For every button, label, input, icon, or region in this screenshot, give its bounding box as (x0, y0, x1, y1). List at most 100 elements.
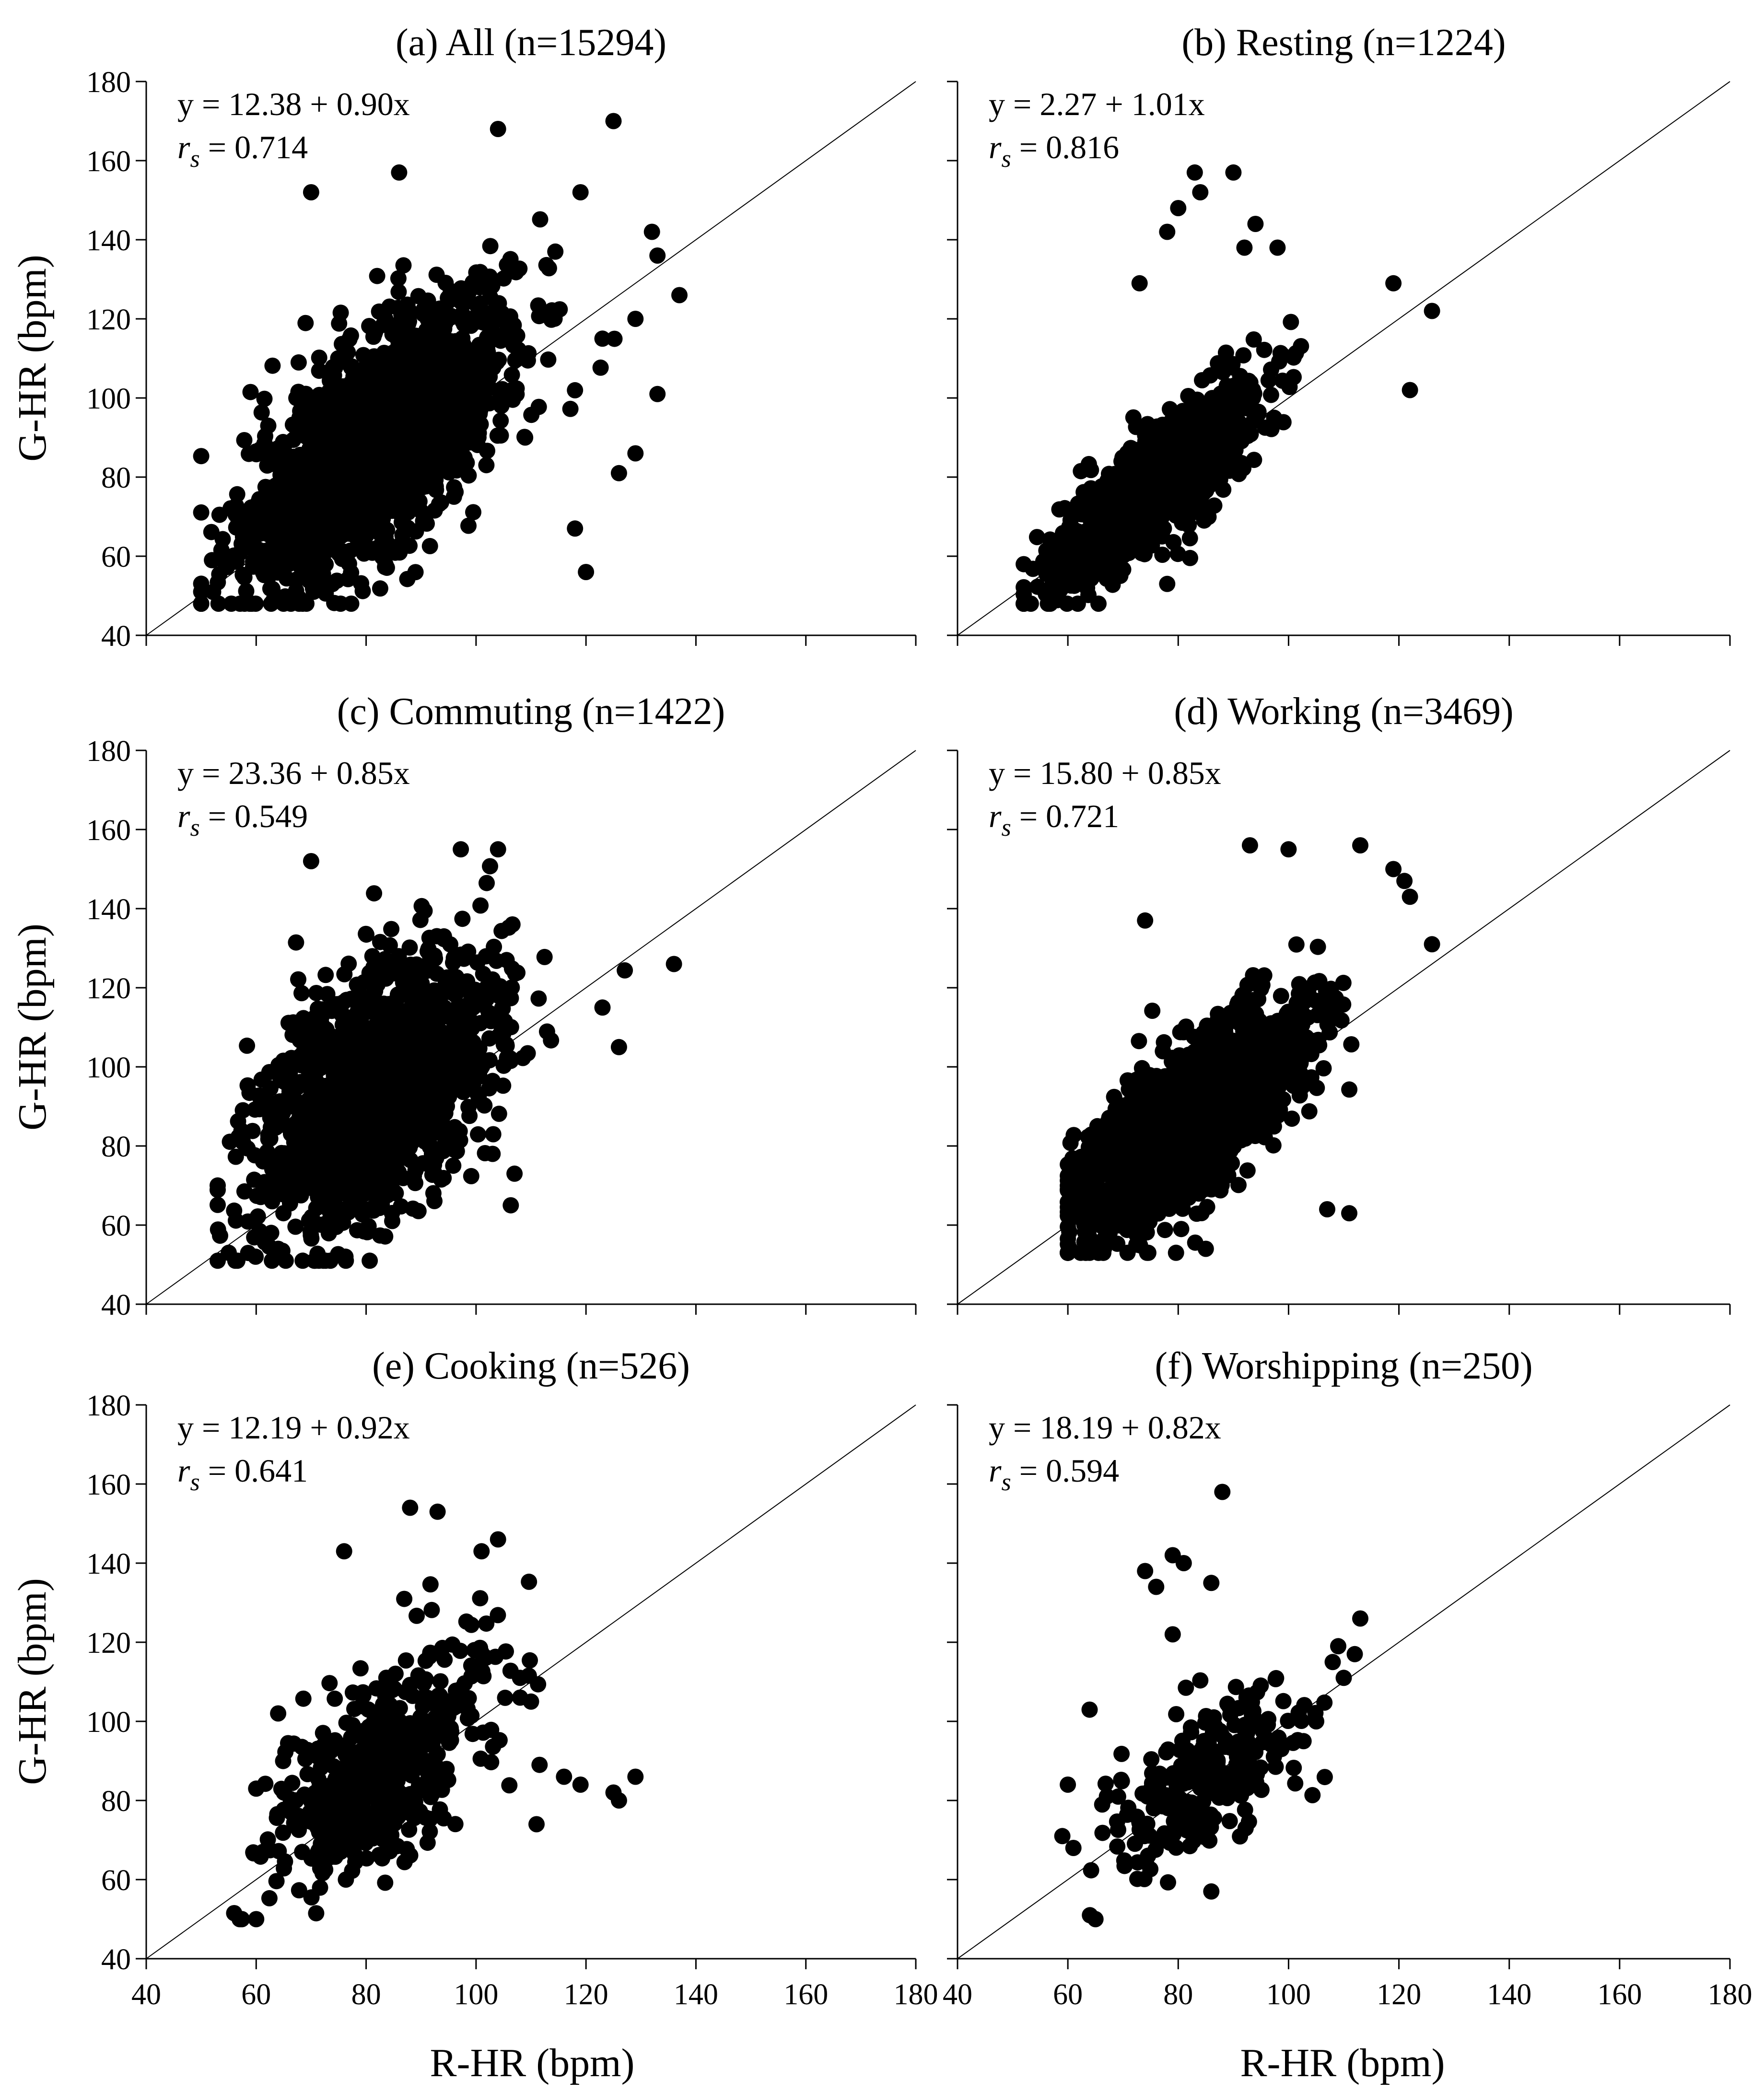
regression-equation: y = 23.36 + 0.85x (177, 755, 410, 791)
data-point (498, 952, 515, 969)
data-point (1247, 216, 1264, 232)
data-point (421, 538, 438, 554)
data-point (478, 279, 495, 295)
data-point (343, 359, 360, 376)
data-point (463, 1168, 479, 1184)
data-point (479, 443, 495, 459)
data-point (236, 596, 253, 612)
data-point (288, 934, 304, 951)
data-point (370, 1088, 387, 1105)
data-point (328, 573, 345, 589)
data-point (432, 1107, 449, 1124)
data-point (223, 596, 240, 612)
data-point (523, 407, 540, 423)
data-point (372, 418, 388, 435)
data-point (496, 314, 513, 330)
y-tick-label: 160 (86, 145, 131, 178)
data-point (1144, 489, 1160, 506)
data-point (1275, 414, 1292, 431)
data-point (264, 456, 280, 472)
data-point (592, 359, 609, 376)
data-point (265, 593, 281, 609)
data-point (496, 1013, 513, 1029)
data-point (406, 1168, 422, 1184)
data-point (347, 1130, 363, 1146)
data-point (368, 368, 385, 385)
data-point (244, 1122, 261, 1139)
data-point (1182, 549, 1198, 566)
data-point (425, 1063, 442, 1080)
data-point (472, 264, 489, 280)
data-point (1256, 341, 1273, 358)
data-point (311, 1252, 327, 1269)
data-point (365, 1202, 382, 1219)
data-point (310, 520, 327, 537)
data-point (495, 270, 512, 287)
data-point (1269, 239, 1286, 256)
data-point (419, 962, 436, 979)
data-point (481, 1052, 498, 1069)
y-tick-label: 40 (101, 620, 131, 653)
data-point (240, 1213, 257, 1230)
data-point (241, 445, 257, 462)
data-point (378, 1123, 395, 1140)
data-point (230, 506, 247, 523)
data-point (594, 330, 611, 347)
data-point (343, 1190, 360, 1207)
data-point (299, 565, 315, 582)
data-point (503, 979, 520, 996)
data-point (304, 580, 321, 597)
spearman-coefficient: rs = 0.721 (989, 798, 1119, 841)
data-point (317, 556, 334, 573)
data-point (234, 1102, 251, 1119)
data-point (301, 1212, 317, 1229)
panel-title: (b) Resting (n=1224) (1181, 22, 1506, 64)
data-point (436, 358, 453, 374)
data-point (370, 398, 386, 415)
data-point (253, 404, 270, 421)
scatter-points (1016, 164, 1440, 612)
spearman-coefficient: rs = 0.549 (177, 798, 308, 841)
data-point (493, 397, 510, 414)
data-point (605, 113, 622, 129)
data-point (431, 421, 447, 438)
data-point (246, 1101, 263, 1118)
data-point (264, 357, 281, 374)
data-point (417, 469, 433, 485)
data-point (544, 302, 561, 319)
data-point (1076, 496, 1093, 513)
data-point (425, 1141, 442, 1158)
y-tick-label: 80 (101, 462, 131, 494)
data-point (350, 492, 367, 509)
data-point (318, 1166, 335, 1182)
data-point (1139, 476, 1156, 493)
data-point (460, 1099, 477, 1115)
data-point (326, 367, 342, 384)
data-point (649, 247, 666, 264)
data-point (333, 504, 350, 521)
data-point (393, 1097, 409, 1113)
data-point (342, 542, 359, 559)
data-point (1206, 497, 1223, 514)
data-point (348, 1006, 364, 1023)
data-point (366, 885, 383, 902)
data-point (492, 412, 509, 429)
data-point (331, 315, 348, 332)
data-point (403, 1086, 420, 1103)
data-point (329, 440, 346, 457)
y-tick-label: 180 (86, 735, 131, 768)
data-point (321, 1102, 338, 1119)
data-point (246, 1147, 263, 1164)
data-point (366, 348, 383, 365)
data-point (294, 1252, 311, 1269)
data-point (372, 934, 388, 950)
data-point (485, 1126, 502, 1143)
regression-equation: y = 15.80 + 0.85x (989, 755, 1221, 791)
data-point (330, 467, 347, 483)
data-point (335, 378, 351, 395)
data-point (322, 1252, 339, 1269)
data-point (1028, 529, 1045, 546)
data-point (1239, 427, 1256, 444)
data-point (671, 287, 688, 304)
data-point (454, 911, 471, 927)
